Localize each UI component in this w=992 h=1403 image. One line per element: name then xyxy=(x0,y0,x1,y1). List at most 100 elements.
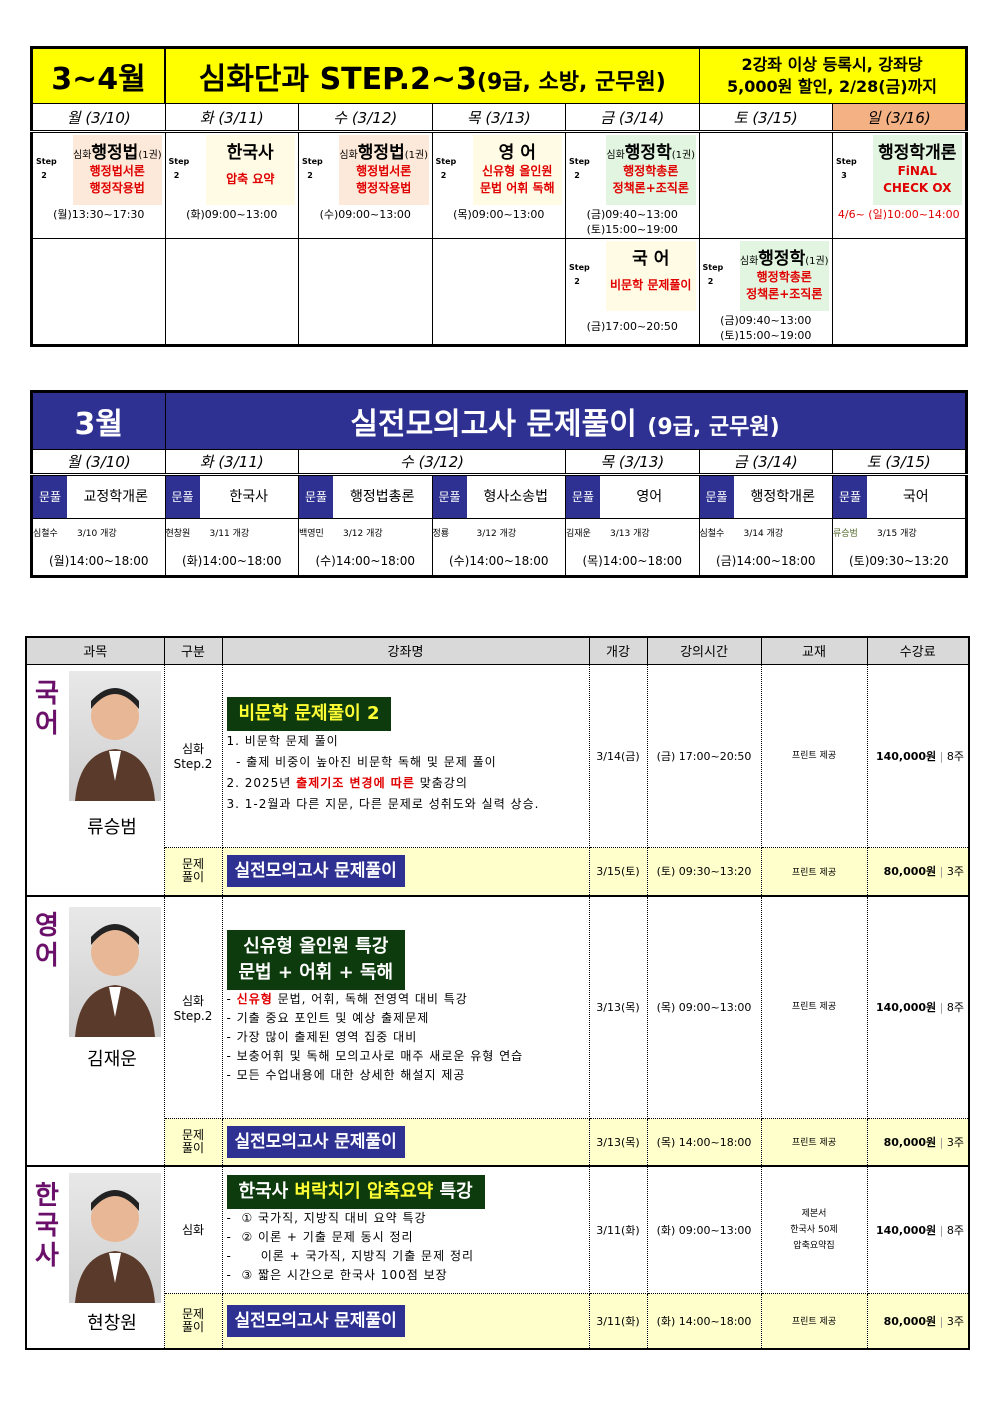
step-label: Step 2 xyxy=(302,157,323,180)
text-segment: - 가장 많이 출제된 영역 집중 대비 xyxy=(226,1029,418,1044)
lecture-name: 행정학개론 xyxy=(878,143,957,163)
mock-exam-subject[interactable]: 문풀 형사소송법 xyxy=(431,474,566,519)
cell-body xyxy=(33,240,164,345)
cell-body: Step 2 국 어 비문학 문제풀이 (금)17:00~20:50 xyxy=(566,240,698,345)
lecture-box[interactable]: 심화행정학(1권) 행정학총론 정책론+조직론 xyxy=(606,135,696,205)
lecture-time: (토)15:00~19:00 xyxy=(586,223,678,236)
course-banner[interactable]: 비문학 문제풀이 2 xyxy=(226,696,392,731)
schedule-cell[interactable]: Step 2 국 어 비문학 문제풀이 (금)17:00~20:50 xyxy=(565,238,700,346)
mock-exam-subject[interactable]: 문풀 한국사 xyxy=(164,474,299,519)
course-description-line: - ② 이론 + 기출 문제 동시 정리 xyxy=(227,1228,585,1247)
column-header: 구분 xyxy=(163,636,223,665)
open-date: 3/13(목) xyxy=(588,1117,648,1167)
schedule-cell[interactable]: Step 2 심화행정법(1권) 행정법서론 행정작용법 (수)09:00~13:00 xyxy=(298,131,433,239)
banner-line: 비문학 문제풀이 2 xyxy=(239,701,380,727)
lecture-time: (금)09:40~13:00 xyxy=(720,314,812,327)
lecture-title: 심화행정학(1권) xyxy=(740,244,830,269)
course-row-mock: 문제 풀이 실전모의고사 문제풀이 3/13(목) (목) 14:00~18:00 프린… xyxy=(26,1117,970,1167)
text-segment: - 모든 수업내용에 대한 상세한 해설지 제공 xyxy=(226,1067,466,1082)
course-type: 문제 풀이 xyxy=(163,1292,223,1350)
schedule-cell[interactable]: Step 2 심화행정법(1권) 행정법서론 행정작용법 (월)13:30~17:30 xyxy=(31,131,166,239)
course-name-cell: 한국사 벼락치기 압축요약 특강 - ① 국가직, 지방직 대비 요약 특강 - ②… xyxy=(221,1165,590,1294)
badge-munpul: 문풀 xyxy=(165,476,200,518)
lecture-prefix: 심화 xyxy=(73,150,92,161)
course-description-line: - 신유형 문법, 어휘, 독해 전영역 대비 특강 xyxy=(227,990,585,1009)
lecture-title: 행정학개론 xyxy=(873,138,962,163)
title-main: 심화단과 STEP.2~3 xyxy=(198,62,477,97)
day-header: 수 (3/12) xyxy=(298,103,433,133)
lecture-box[interactable]: 한국사 압축 요약 xyxy=(205,135,295,205)
lecture-suffix: (1권) xyxy=(404,150,429,161)
step-label: Step 2 xyxy=(435,157,457,180)
mock-exam-teacher: 정룡 3/12 개강 xyxy=(431,518,566,547)
column-header: 교재 xyxy=(760,636,868,665)
column-header: 개강 xyxy=(588,636,648,665)
mock-exam-subject[interactable]: 문풀 국어 xyxy=(832,474,967,519)
step-label: Step 2 xyxy=(569,263,590,286)
cell-body: Step 2 심화행정법(1권) 행정법서론 행정작용법 (수)09:00~13:00 xyxy=(299,133,431,238)
notice-line: 2강좌 이상 등록시, 강좌당 xyxy=(741,55,923,74)
schedule-cell[interactable]: Step 3 행정학개론 FiNAL CHECK OX 4/6~ (일)10:00~14… xyxy=(832,131,967,239)
lecture-topic: 행정작용법 xyxy=(89,181,145,195)
day-header: 월 (3/10) xyxy=(31,449,166,476)
open-date: 3/13(목) xyxy=(588,895,648,1119)
lecture-suffix: (1권) xyxy=(138,150,162,161)
mock-exam-subject[interactable]: 문풀 행정학개론 xyxy=(698,474,833,519)
mock-exam-time: (월)14:00~18:00 xyxy=(31,546,166,577)
course-banner[interactable]: 한국사 벼락치기 압축요약 특강 xyxy=(226,1174,485,1209)
day-header: 금 (3/14) xyxy=(698,449,833,476)
mock-exam-subject[interactable]: 문풀 영어 xyxy=(565,474,700,519)
lecture-box[interactable]: 심화행정학(1권) 행정학총론 정책론+조직론 xyxy=(739,241,830,311)
open-date: 3/13 개강 xyxy=(610,529,650,540)
course-row-mock: 문제 풀이 실전모의고사 문제풀이 3/11(화) (화) 14:00~18:00 프린… xyxy=(26,1292,970,1350)
schedule2-month: 3월 xyxy=(31,391,166,450)
subject-cell: 국 어 류승범 xyxy=(25,663,165,897)
subject-name: 한국사 xyxy=(229,489,269,505)
lecture-time: (금)17:00~20:50 xyxy=(586,320,678,333)
day-header: 화 (3/11) xyxy=(164,449,299,476)
textbook-line: 프린트 제공 xyxy=(791,1002,837,1013)
mock-exam-subject[interactable]: 문풀 행정법총론 xyxy=(298,474,433,519)
teacher-name: 현창원 xyxy=(87,1313,137,1334)
lecture-box[interactable]: 심화행정법(1권) 행정법서론 행정작용법 xyxy=(339,135,429,205)
lecture-box[interactable]: 영 어 신유형 올인원 문법 어휘 독해 xyxy=(472,135,562,205)
teacher-name: 심철수 xyxy=(699,529,725,540)
lecture-topic: 정책론+조직론 xyxy=(612,181,689,195)
mock-exam-subject[interactable]: 문풀 교정학개론 xyxy=(31,474,166,519)
mock-exam-teacher: 백영민 3/12 개강 xyxy=(298,518,433,547)
schedule-cell[interactable]: Step 2 심화행정학(1권) 행정학총론 정책론+조직론 (금)09:40~13:0… xyxy=(565,131,700,239)
mock-exam-teacher: 류승범 3/15 개강 xyxy=(832,518,967,547)
lecture-times: (금)09:40~13:00 (토)15:00~19:00 xyxy=(566,207,698,237)
day-header: 일 (3/16) xyxy=(832,103,967,133)
schedule-cell[interactable]: Step 2 영 어 신유형 올인원 문법 어휘 독해 (목)09:00~13:00 xyxy=(431,131,566,239)
course-banner[interactable]: 실전모의고사 문제풀이 xyxy=(226,855,405,888)
lecture-time: (월)13:30~17:30 xyxy=(53,208,145,221)
lecture-time: (화)09:00~13:00 xyxy=(186,208,278,221)
cell-body: Step 2 심화행정학(1권) 행정학총론 정책론+조직론 (금)09:40~13:0… xyxy=(700,240,832,345)
schedule-cell[interactable]: Step 2 심화행정학(1권) 행정학총론 정책론+조직론 (금)09:40~13:0… xyxy=(698,238,833,346)
subject-name: 행정학개론 xyxy=(750,489,815,505)
lecture-topic: 행정학총론 xyxy=(623,164,679,178)
cell-body: Step 2 심화행정학(1권) 행정학총론 정책론+조직론 (금)09:40~13:0… xyxy=(566,133,698,238)
badge-munpul: 문풀 xyxy=(566,476,600,518)
course-name-cell: 비문학 문제풀이 2 1. 비문학 문제 풀이 - 출제 비중이 높아진 비문학 … xyxy=(221,663,590,848)
lecture-times: (금)09:40~13:00 (토)15:00~19:00 xyxy=(700,313,832,343)
course-description-line: - 모든 수업내용에 대한 상세한 해설지 제공 xyxy=(227,1066,585,1085)
textbook-line: 압축요약집 xyxy=(793,1240,835,1251)
course-banner[interactable]: 실전모의고사 문제풀이 xyxy=(226,1125,405,1158)
lecture-box[interactable]: 행정학개론 FiNAL CHECK OX xyxy=(873,135,962,205)
text-segment: 2. 2025년 xyxy=(226,775,297,790)
lecture-topic: 행정학총론 xyxy=(756,270,812,284)
schedule-cell xyxy=(698,131,833,239)
lecture-box[interactable]: 심화행정법(1권) 행정법서론 행정작용법 xyxy=(73,135,162,205)
badge-munpul: 문풀 xyxy=(699,476,734,518)
lecture-suffix: (1권) xyxy=(805,256,829,267)
schedule-cell[interactable]: Step 2 한국사 압축 요약 (화)09:00~13:00 xyxy=(164,131,299,239)
course-banner[interactable]: 실전모의고사 문제풀이 xyxy=(226,1304,405,1337)
lecture-box[interactable]: 국 어 비문학 문제풀이 xyxy=(606,241,696,311)
course-banner[interactable]: 신유형 올인원 특강 문법 + 어휘 + 독해 xyxy=(226,929,406,990)
day-header: 토 (3/15) xyxy=(832,449,967,476)
day-header: 수 (3/12) xyxy=(298,449,566,476)
lecture-time: (토) 09:30~13:20 xyxy=(646,846,762,897)
